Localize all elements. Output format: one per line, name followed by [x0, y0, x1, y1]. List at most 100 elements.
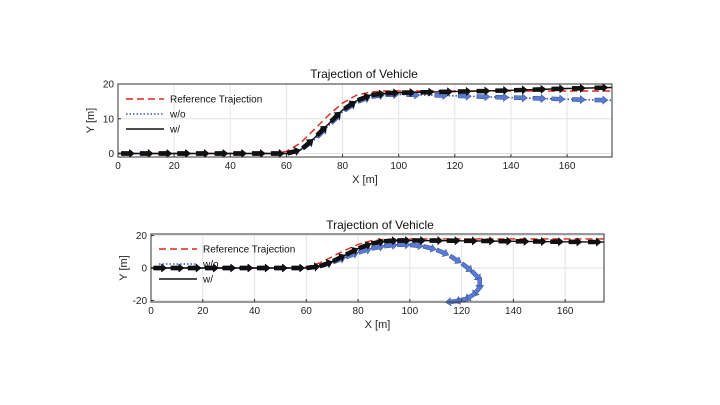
y-tick-label: -20 — [133, 296, 148, 307]
x-tick-label: 40 — [249, 306, 261, 317]
heading-arrow-marker — [476, 86, 491, 96]
heading-arrow-marker — [533, 236, 547, 247]
heading-arrow-marker — [274, 263, 288, 273]
x-tick-label: 60 — [281, 161, 293, 172]
heading-arrow-marker — [397, 235, 411, 246]
x-axis-label: X [m] — [352, 174, 378, 186]
x-tick-label: 60 — [301, 306, 313, 317]
heading-arrow-marker — [464, 236, 478, 246]
heading-arrow-marker — [495, 85, 509, 95]
y-tick-label: 0 — [108, 149, 114, 160]
chart-bottom: Trajection of Vehicle 0 20 40 60 80 100 120 140… — [118, 218, 605, 331]
heading-arrow-marker — [214, 148, 229, 159]
heading-arrow-marker — [153, 263, 168, 273]
heading-arrow-marker — [319, 259, 333, 269]
x-axis-label: X [m] — [365, 319, 391, 331]
heading-arrow-marker — [256, 263, 271, 273]
heading-arrow-marker — [329, 111, 341, 123]
heading-arrow-marker — [195, 148, 210, 159]
heading-arrow-marker — [572, 83, 586, 93]
heading-arrow-marker — [409, 241, 424, 251]
heading-arrow-marker — [222, 263, 237, 273]
legend-label: w/o — [202, 260, 219, 271]
legend-label: w/o — [169, 110, 186, 121]
heading-arrow-marker — [420, 87, 435, 97]
x-tick-label: 100 — [390, 161, 407, 172]
heading-arrow-marker — [315, 125, 327, 137]
heading-arrow-marker — [170, 263, 185, 273]
heading-arrow-marker — [370, 237, 385, 247]
heading-arrow-marker — [177, 148, 191, 159]
heading-arrow-marker — [385, 88, 400, 98]
legend: Reference Trajection w/o w/ — [159, 245, 295, 286]
heading-arrow-marker — [551, 94, 566, 104]
x-tick-label: 40 — [225, 161, 237, 172]
heading-arrow-marker — [187, 263, 202, 273]
x-tick-label: 140 — [503, 161, 520, 172]
legend: Reference Trajection w/o w/ — [126, 95, 262, 136]
y-tick-label: 10 — [103, 114, 115, 125]
heading-arrow-marker — [513, 85, 528, 95]
heading-arrow-marker — [233, 148, 248, 159]
y-tick-label: 20 — [103, 80, 115, 91]
heading-arrow-marker — [371, 89, 385, 99]
heading-arrow-marker — [495, 92, 509, 102]
chart-top: Trajection of Vehicle 0 20 40 60 80 100 120 140… — [85, 67, 613, 186]
heading-arrow-marker — [286, 146, 301, 156]
heading-arrow-marker — [332, 253, 346, 264]
heading-arrow-marker — [532, 84, 547, 94]
legend-label: Reference Trajection — [203, 245, 295, 256]
heading-arrow-marker — [588, 237, 602, 247]
heading-arrow-marker — [435, 247, 449, 258]
x-tick-label: 80 — [353, 306, 365, 317]
heading-arrow-marker — [121, 148, 135, 159]
heading-arrow-marker — [356, 93, 371, 103]
x-tick-label: 80 — [337, 161, 349, 172]
heading-arrow-marker — [568, 237, 583, 247]
x-tick-label: 120 — [453, 306, 470, 317]
heading-arrow-marker — [457, 86, 472, 96]
heading-arrow-marker — [239, 263, 254, 273]
legend-label: w/ — [169, 125, 180, 136]
heading-arrow-marker — [460, 261, 473, 272]
heading-arrow-marker — [498, 236, 513, 246]
heading-arrow-marker — [343, 100, 356, 111]
heading-arrow-marker — [401, 87, 416, 97]
x-tick-label: 0 — [115, 161, 121, 172]
series-group — [151, 235, 605, 307]
heading-arrow-marker — [301, 139, 314, 150]
heading-arrow-marker — [158, 148, 173, 159]
heading-arrow-marker — [476, 92, 491, 102]
x-tick-label: 160 — [557, 306, 574, 317]
x-tick-label: 160 — [559, 161, 576, 172]
y-axis-label: Y [m] — [118, 255, 130, 280]
heading-arrow-marker — [306, 262, 321, 272]
heading-arrow-marker — [572, 95, 586, 105]
y-tick-label: 20 — [136, 231, 148, 242]
y-axis-label: Y [m] — [85, 108, 97, 133]
heading-arrow-marker — [139, 148, 154, 159]
x-tick-label: 20 — [197, 306, 209, 317]
heading-arrow-marker — [429, 236, 444, 246]
series-group — [118, 83, 613, 159]
chart-title: Trajection of Vehicle — [310, 67, 418, 81]
heading-arrow-marker — [481, 236, 495, 246]
heading-arrow-marker — [551, 84, 566, 94]
heading-arrow-marker — [515, 236, 530, 246]
heading-arrow-marker — [550, 237, 564, 247]
heading-arrow-marker — [205, 263, 219, 273]
x-tick-label: 20 — [169, 161, 181, 172]
legend-label: w/ — [202, 275, 213, 286]
chart-title: Trajection of Vehicle — [326, 218, 434, 232]
heading-arrow-marker — [594, 95, 609, 105]
y-tick-label: 0 — [141, 264, 147, 275]
heading-arrow-marker — [270, 148, 285, 159]
legend-label: Reference Trajection — [170, 95, 262, 106]
x-tick-label: 100 — [402, 306, 419, 317]
heading-arrow-marker — [448, 253, 462, 264]
plot-frame — [117, 83, 613, 158]
x-tick-label: 120 — [446, 161, 463, 172]
ticks: 0 20 40 60 80 100 120 140 160 0 10 20 — [103, 80, 576, 173]
heading-arrow-marker — [446, 236, 461, 246]
